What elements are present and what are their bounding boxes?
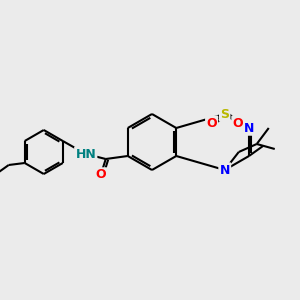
Text: S: S	[220, 107, 229, 121]
Text: N: N	[244, 122, 254, 134]
Text: O: O	[206, 117, 217, 130]
Text: O: O	[232, 117, 243, 130]
Text: N: N	[220, 164, 230, 176]
Text: O: O	[95, 169, 106, 182]
Text: HN: HN	[75, 148, 96, 160]
